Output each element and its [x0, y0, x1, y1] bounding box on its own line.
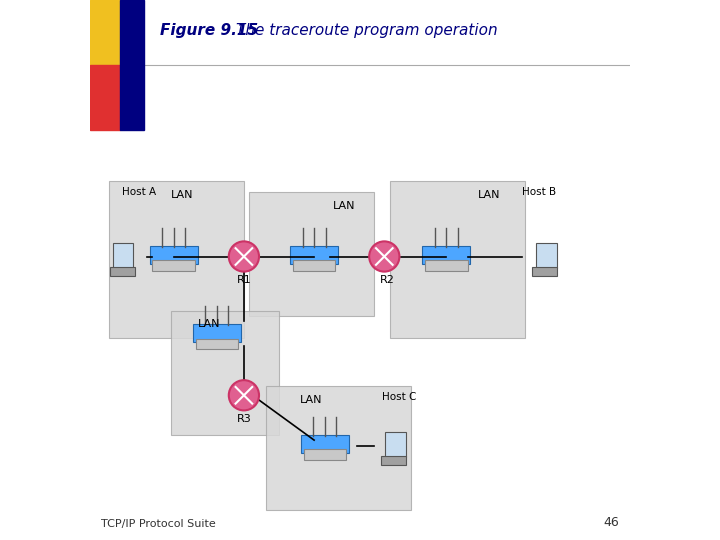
Text: 46: 46 [603, 516, 619, 529]
Text: LAN: LAN [333, 200, 355, 211]
FancyBboxPatch shape [385, 432, 405, 457]
FancyBboxPatch shape [290, 246, 338, 264]
Bar [120, 0, 144, 130]
FancyBboxPatch shape [153, 260, 195, 271]
Text: Host A: Host A [122, 187, 156, 197]
FancyBboxPatch shape [532, 267, 557, 276]
FancyBboxPatch shape [301, 435, 349, 453]
FancyBboxPatch shape [196, 339, 238, 349]
FancyBboxPatch shape [425, 260, 468, 271]
Text: LAN: LAN [171, 190, 193, 200]
Text: Host B: Host B [522, 187, 556, 197]
Text: R3: R3 [237, 414, 251, 424]
FancyBboxPatch shape [249, 192, 374, 316]
FancyBboxPatch shape [293, 260, 336, 271]
Text: R1: R1 [237, 275, 251, 286]
FancyBboxPatch shape [109, 267, 135, 276]
FancyBboxPatch shape [109, 181, 244, 338]
Text: R2: R2 [379, 275, 395, 286]
Text: The traceroute program operation: The traceroute program operation [236, 23, 498, 38]
Bar [90, 0, 120, 65]
Text: LAN: LAN [478, 190, 501, 200]
FancyBboxPatch shape [423, 246, 470, 264]
FancyBboxPatch shape [536, 243, 557, 268]
Text: TCP/IP Protocol Suite: TCP/IP Protocol Suite [101, 519, 215, 529]
FancyBboxPatch shape [381, 456, 406, 465]
Text: Figure 9.15: Figure 9.15 [160, 23, 258, 38]
Text: LAN: LAN [197, 319, 220, 329]
Circle shape [229, 241, 259, 272]
FancyBboxPatch shape [266, 386, 411, 510]
FancyBboxPatch shape [193, 324, 241, 342]
Circle shape [229, 380, 259, 410]
FancyBboxPatch shape [304, 449, 346, 460]
Text: Host C: Host C [382, 392, 416, 402]
FancyBboxPatch shape [390, 181, 525, 338]
FancyBboxPatch shape [150, 246, 198, 264]
Bar [90, 65, 120, 130]
Circle shape [369, 241, 400, 272]
FancyBboxPatch shape [112, 243, 133, 268]
FancyBboxPatch shape [171, 310, 279, 435]
Text: LAN: LAN [300, 395, 323, 405]
